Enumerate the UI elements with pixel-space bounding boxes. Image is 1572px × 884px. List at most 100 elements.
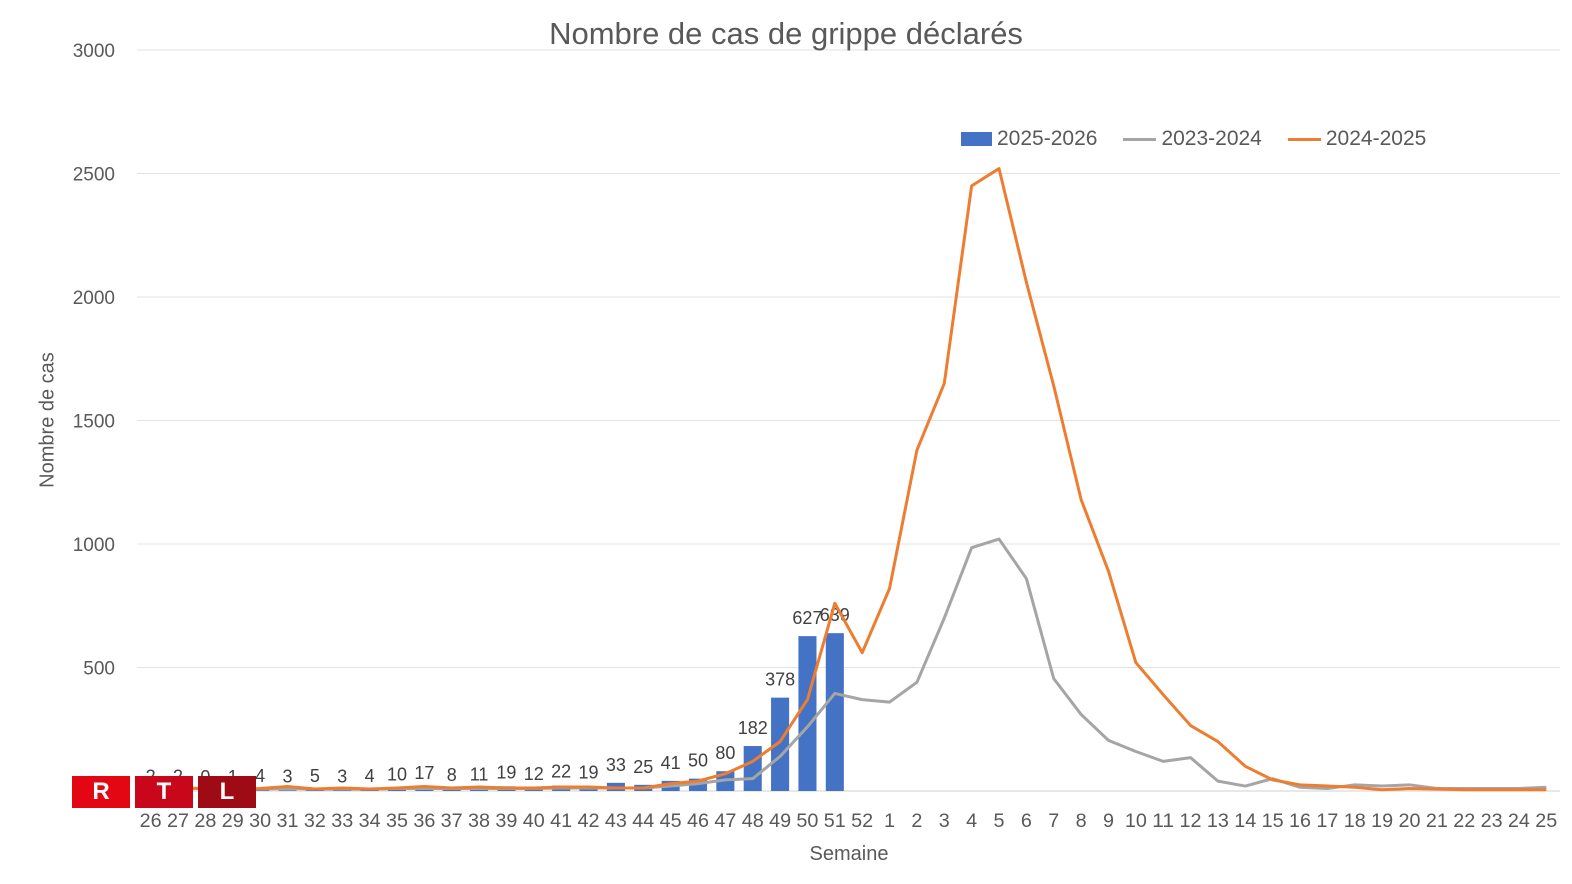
x-tick-label: 9 [1103,811,1114,832]
data-label: 4 [365,766,375,786]
legend-label: 2024-2025 [1325,127,1427,150]
data-label: 19 [579,762,599,782]
x-tick-label: 39 [495,811,517,832]
bar [743,746,762,791]
data-label: 378 [765,670,795,690]
x-tick-label: 38 [468,811,490,832]
x-tick-label: 34 [359,811,381,832]
y-tick-label: 1500 [73,412,115,433]
legend-swatch [961,132,992,146]
data-label: 12 [524,764,544,784]
logo-letter: L [198,776,256,808]
data-label: 3 [337,766,347,786]
x-tick-label: 28 [194,811,216,832]
bar [798,636,817,791]
x-tick-label: 5 [994,811,1005,832]
legend-item-2023-2024: 2023-2024 [1123,127,1262,151]
series-line-2023-2024 [150,537,1547,791]
x-tick-label: 4 [966,811,977,832]
x-tick-label: 47 [714,811,736,832]
x-tick-label: 35 [386,811,408,832]
x-tick-label: 12 [1180,811,1202,832]
bar [825,633,844,791]
x-tick-label: 13 [1207,811,1229,832]
x-tick-label: 21 [1426,811,1448,832]
legend-swatch [1123,137,1157,141]
data-label: 639 [820,605,850,625]
x-tick-label: 51 [824,811,846,832]
legend-label: 2025-2026 [997,127,1098,150]
series-line-2024-2025 [150,167,1547,792]
x-tick-label: 44 [632,811,654,832]
x-tick-label: 45 [660,811,682,832]
x-tick-label: 32 [304,811,326,832]
y-tick-label: 3000 [73,41,115,62]
y-axis-label: Nombre de cas [36,352,59,488]
data-label: 17 [414,763,434,783]
data-label: 33 [606,755,626,775]
bar [771,697,790,791]
x-tick-label: 14 [1234,811,1256,832]
data-label: 19 [496,762,516,782]
x-tick-label: 29 [222,811,244,832]
y-tick-label: 2000 [73,288,115,309]
x-tick-label: 19 [1371,811,1393,832]
rtl-logo: R T L [72,776,256,808]
x-tick-label: 7 [1048,811,1059,832]
data-label: 627 [792,608,822,628]
x-tick-label: 31 [277,811,299,832]
x-tick-label: 37 [441,811,463,832]
x-tick-label: 24 [1508,811,1530,832]
x-tick-label: 26 [140,811,162,832]
x-tick-label: 36 [413,811,435,832]
legend-label: 2023-2024 [1161,127,1262,150]
x-tick-label: 46 [687,811,709,832]
data-label: 5 [310,766,320,786]
x-tick-label: 16 [1289,811,1311,832]
x-tick-label: 42 [578,811,600,832]
legend-item-2025-2026: 2025-2026 [961,127,1097,151]
data-label: 41 [661,753,681,773]
x-tick-label: 40 [523,811,545,832]
y-tick-label: 500 [83,659,115,680]
data-label: 3 [283,766,293,786]
chart-title: Nombre de cas de grippe déclarés [549,16,1023,51]
legend-swatch [1287,137,1321,141]
x-tick-label: 17 [1316,811,1338,832]
x-axis-label: Semaine [809,843,889,865]
data-label: 11 [470,764,489,784]
x-tick-label: 52 [851,811,873,832]
x-tick-label: 1 [884,811,895,832]
x-tick-label: 2 [911,811,922,832]
x-tick-label: 49 [769,811,791,832]
bar [333,790,352,791]
logo-letter: T [135,776,193,808]
data-label: 80 [715,743,735,763]
data-label: 10 [387,765,407,785]
x-tick-label: 18 [1344,811,1366,832]
x-tick-label: 8 [1076,811,1087,832]
x-tick-label: 41 [550,811,572,832]
x-tick-label: 33 [331,811,353,832]
data-label: 4 [255,766,265,786]
x-tick-label: 23 [1481,811,1503,832]
data-label: 50 [688,751,708,771]
y-tick-label: 1000 [73,535,115,556]
legend: 2025-2026 2023-2024 2024-2025 [961,127,1426,151]
data-label: 8 [447,765,457,785]
x-tick-label: 27 [167,811,189,832]
x-tick-label: 30 [249,811,271,832]
x-tick-label: 48 [742,811,764,832]
legend-item-2024-2025: 2024-2025 [1287,127,1427,151]
y-tick-label: 2500 [73,165,115,186]
data-label: 25 [633,757,653,777]
data-label: 22 [551,762,571,782]
bar [278,790,297,791]
x-tick-label: 43 [605,811,627,832]
x-tick-label: 50 [796,811,818,832]
x-tick-label: 6 [1021,811,1032,832]
x-tick-label: 3 [939,811,950,832]
x-tick-label: 25 [1535,811,1557,832]
x-tick-label: 11 [1152,811,1174,832]
